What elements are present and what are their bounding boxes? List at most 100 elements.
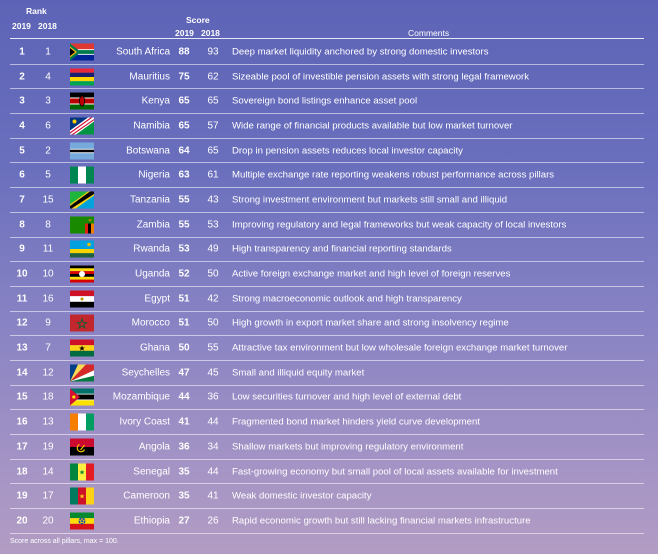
- footnote: Score across all pillars, max = 100.: [10, 538, 119, 545]
- score-2018: 44: [207, 416, 219, 428]
- ivory-coast-flag-icon: [70, 413, 94, 431]
- score-2019: 65: [178, 120, 190, 132]
- cameroon-flag-icon: [70, 487, 94, 505]
- ethiopia-flag-icon: [70, 512, 94, 530]
- rank-2018: 6: [45, 120, 51, 132]
- table-row: 17 19 Angola 36 34 Shallow markets but improv…: [10, 435, 644, 460]
- score-2018: 50: [207, 268, 219, 280]
- score-2018-header: 2018: [201, 28, 220, 38]
- score-2018: 65: [207, 145, 219, 157]
- rank-2019: 10: [16, 268, 28, 280]
- rank-header: Rank: [26, 6, 47, 16]
- score-2019: 44: [178, 391, 190, 403]
- score-2018: 53: [207, 219, 219, 231]
- nigeria-flag-icon: [70, 166, 94, 184]
- rank-2018-header: 2018: [38, 21, 57, 31]
- comment-text: Improving regulatory and legal framework…: [232, 219, 567, 231]
- country-name: Ghana: [139, 342, 170, 354]
- rank-2019: 14: [16, 367, 28, 379]
- uganda-flag-icon: [70, 265, 94, 283]
- rank-2018: 1: [45, 46, 51, 58]
- score-2018: 26: [207, 515, 219, 527]
- rank-2018: 3: [45, 95, 51, 107]
- comment-text: Deep market liquidity anchored by strong…: [232, 46, 489, 58]
- comment-text: High transparency and financial reportin…: [232, 243, 452, 255]
- score-2019: 35: [178, 466, 190, 478]
- country-name: Ethiopia: [133, 515, 170, 527]
- country-name: Nigeria: [138, 169, 170, 181]
- country-name: Angola: [138, 441, 170, 453]
- comment-text: Small and illiquid equity market: [232, 367, 365, 379]
- rank-2018: 16: [42, 293, 54, 305]
- rank-2019: 8: [19, 219, 25, 231]
- comment-text: Wide range of financial products availab…: [232, 120, 513, 132]
- rank-2018: 9: [45, 317, 51, 329]
- score-2019: 35: [178, 490, 190, 502]
- table-row: 2 4 Mauritius 75 62 Sizeable pool of investib…: [10, 65, 644, 90]
- rank-2019: 19: [16, 490, 28, 502]
- table-row: 1 1 South Africa 88 93 Deep market liquidity …: [10, 40, 644, 65]
- score-header: Score: [186, 15, 210, 25]
- comment-text: Multiple exchange rate reporting weakens…: [232, 169, 555, 181]
- rank-2019: 16: [16, 416, 28, 428]
- table-row: 19 17 Cameroon 35 41 Weak domestic investor c…: [10, 484, 644, 510]
- country-name: Senegal: [133, 466, 170, 478]
- rank-2018: 15: [42, 194, 54, 206]
- score-2019: 27: [178, 515, 190, 527]
- rank-2019: 11: [16, 293, 28, 305]
- botswana-flag-icon: [70, 142, 94, 160]
- rank-2019: 12: [16, 317, 28, 329]
- ghana-flag-icon: [70, 339, 94, 357]
- table-row: 12 9 Morocco 51 50 High growth in export mark…: [10, 312, 644, 337]
- table-row: 14 12 Seychelles 47 45 Small and illiquid equ…: [10, 361, 644, 386]
- score-2019: 75: [178, 71, 190, 83]
- rank-2019-header: 2019: [12, 21, 31, 31]
- rank-2019: 13: [16, 342, 28, 354]
- rank-2018: 10: [42, 268, 54, 280]
- score-2019: 55: [178, 194, 190, 206]
- table-body: 1 1 South Africa 88 93 Deep market liquidity …: [10, 40, 644, 534]
- tanzania-flag-icon: [70, 191, 94, 209]
- score-2018: 49: [207, 243, 219, 255]
- table-row: 6 5 Nigeria 63 61 Multiple exchange rate repo…: [10, 163, 644, 189]
- rank-2019: 5: [19, 145, 25, 157]
- score-2018: 50: [207, 317, 219, 329]
- mauritius-flag-icon: [70, 68, 94, 86]
- score-2019: 50: [178, 342, 190, 354]
- rank-2018: 17: [42, 490, 54, 502]
- country-name: Tanzania: [129, 194, 170, 206]
- south-africa-flag-icon: [70, 43, 94, 61]
- comment-text: Low securities turnover and high level o…: [232, 391, 462, 403]
- rank-2019: 2: [19, 71, 25, 83]
- table-row: 16 13 Ivory Coast 41 44 Fragmented bond marke…: [10, 410, 644, 435]
- score-2019-header: 2019: [175, 28, 194, 38]
- comment-text: Drop in pension assets reduces local inv…: [232, 145, 463, 157]
- country-name: Morocco: [131, 317, 170, 329]
- score-2018: 43: [207, 194, 219, 206]
- score-2018: 65: [207, 95, 219, 107]
- table-row: 7 15 Tanzania 55 43 Strong investment environ…: [10, 188, 644, 213]
- score-2019: 47: [178, 367, 190, 379]
- score-2018: 55: [207, 342, 219, 354]
- table-row: 13 7 Ghana 50 55 Attractive tax environment b…: [10, 336, 644, 361]
- table-row: 10 10 Uganda 52 50 Active foreign exchange ma…: [10, 262, 644, 287]
- score-2018: 42: [207, 293, 219, 305]
- table-row: 11 16 Egypt 51 42 Strong macroeconomic outloo…: [10, 287, 644, 312]
- country-name: Mozambique: [112, 391, 170, 403]
- comment-text: Sizeable pool of investible pension asse…: [232, 71, 530, 83]
- score-2019: 36: [178, 441, 190, 453]
- score-2019: 52: [178, 268, 190, 280]
- rank-2018: 13: [42, 416, 54, 428]
- comment-text: Shallow markets but improving regulatory…: [232, 441, 464, 453]
- comment-text: Fast-growing economy but small pool of l…: [232, 466, 558, 478]
- score-2018: 45: [207, 367, 219, 379]
- score-2019: 65: [178, 95, 190, 107]
- kenya-flag-icon: [70, 92, 94, 110]
- rank-2019: 6: [19, 169, 25, 181]
- country-name: Seychelles: [121, 367, 170, 379]
- seychelles-flag-icon: [70, 364, 94, 382]
- rank-2018: 2: [45, 145, 51, 157]
- score-2019: 41: [178, 416, 190, 428]
- table-row: 20 20 Ethiopia 27 26 Rapid economic growth bu…: [10, 509, 644, 534]
